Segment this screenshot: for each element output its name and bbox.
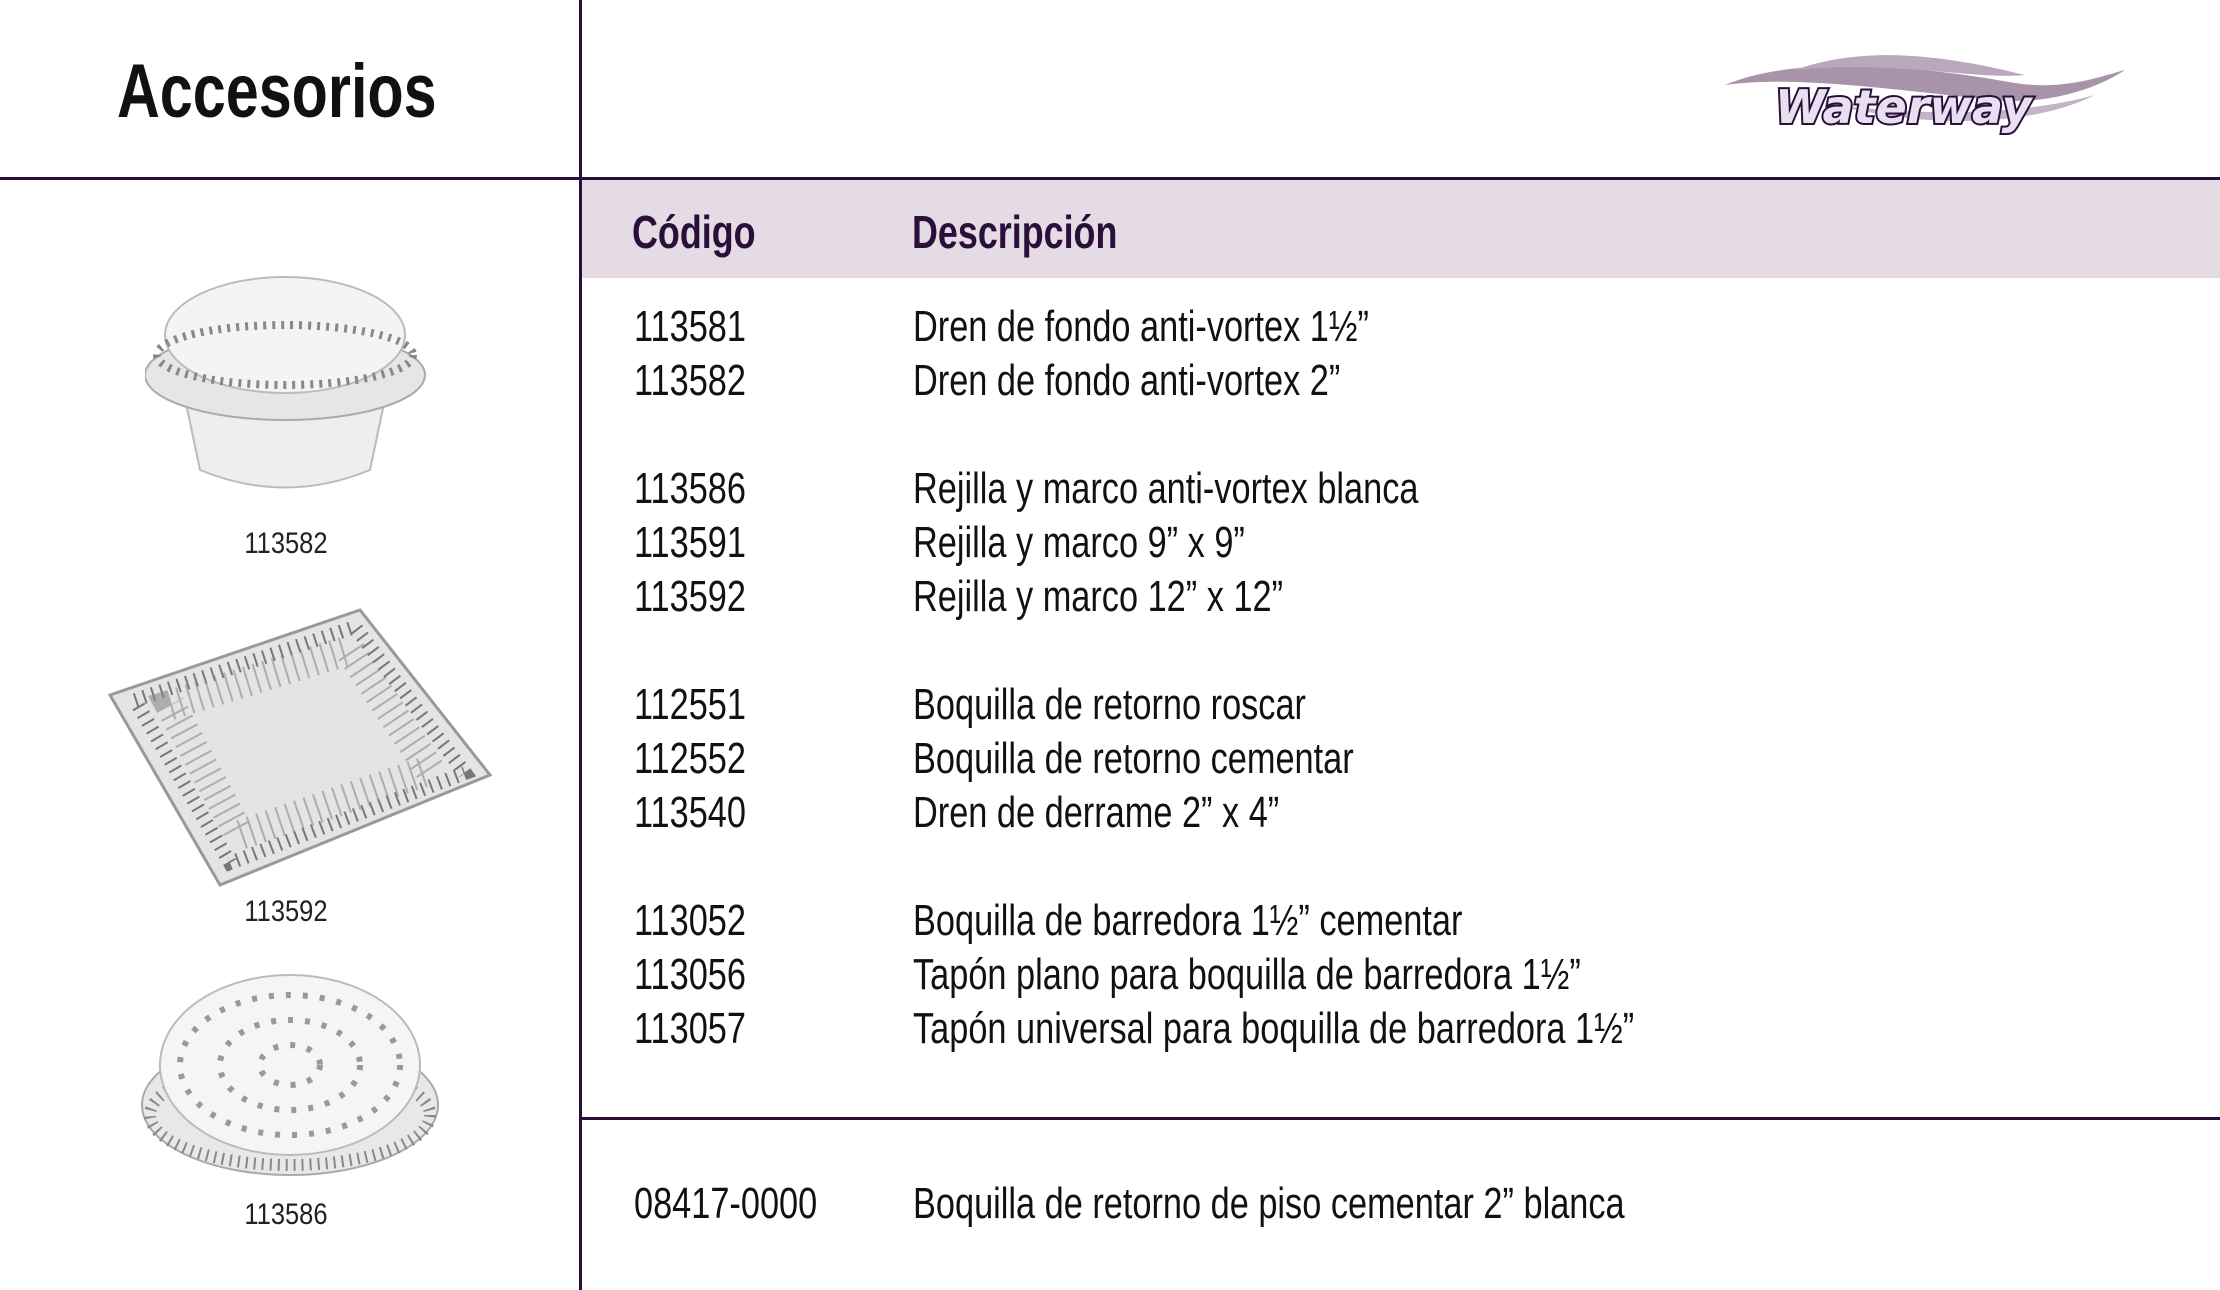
product-description: Boquilla de barredora 1½” cementar <box>913 896 1463 945</box>
product-code: 113540 <box>634 788 746 837</box>
image-caption: 113586 <box>244 1198 328 1231</box>
product-code: 113057 <box>634 1004 746 1053</box>
column-header-code: Código <box>632 206 756 258</box>
vertical-divider <box>579 0 582 1290</box>
square-grate-image <box>107 608 493 887</box>
waterway-logo: Waterway <box>1725 55 2125 136</box>
page-title: Accesorios <box>117 49 437 134</box>
product-description: Rejilla y marco anti-vortex blanca <box>913 464 1419 513</box>
product-description: Dren de fondo anti-vortex 2” <box>913 356 1341 405</box>
product-code: 112552 <box>634 734 746 783</box>
product-description: Rejilla y marco 9” x 9” <box>913 518 1245 567</box>
product-description: Boquilla de retorno de piso cementar 2” … <box>913 1179 1625 1228</box>
product-code: 112551 <box>634 680 746 729</box>
image-caption: 113592 <box>244 895 328 928</box>
image-caption: 113582 <box>244 527 328 560</box>
product-code: 113052 <box>634 896 746 945</box>
svg-text:Waterway: Waterway <box>1775 80 2034 134</box>
product-code: 113591 <box>634 518 746 567</box>
product-description: Dren de derrame 2” x 4” <box>913 788 1280 837</box>
product-code: 113582 <box>634 356 746 405</box>
column-header-description: Descripción <box>912 206 1118 258</box>
product-description: Rejilla y marco 12” x 12” <box>913 572 1284 621</box>
product-description: Boquilla de retorno cementar <box>913 734 1354 783</box>
product-description: Dren de fondo anti-vortex 1½” <box>913 302 1369 351</box>
product-code: 113581 <box>634 302 746 351</box>
bottom-divider <box>580 1117 2220 1120</box>
table-header <box>582 180 2220 278</box>
product-code: 113586 <box>634 464 746 513</box>
product-description: Boquilla de retorno roscar <box>913 680 1306 729</box>
top-divider <box>0 177 2220 180</box>
drain-image <box>145 276 426 489</box>
round-grate-image <box>141 974 439 1176</box>
product-code: 113056 <box>634 950 746 999</box>
product-description: Tapón plano para boquilla de barredora 1… <box>913 950 1581 999</box>
product-code: 08417-0000 <box>634 1179 818 1228</box>
product-code: 113592 <box>634 572 746 621</box>
product-description: Tapón universal para boquilla de barredo… <box>913 1004 1635 1053</box>
